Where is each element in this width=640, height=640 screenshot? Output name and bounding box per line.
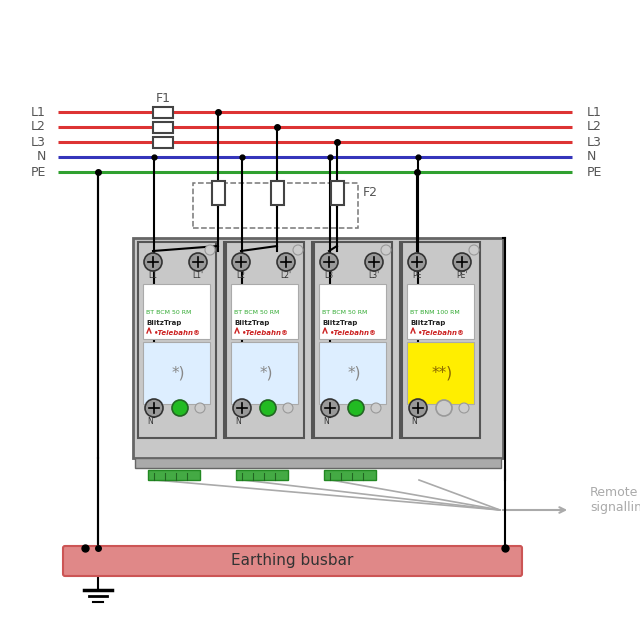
Text: PE: PE — [412, 271, 422, 280]
Circle shape — [459, 403, 469, 413]
Text: F2: F2 — [363, 186, 378, 200]
Text: *): *) — [348, 365, 361, 381]
Circle shape — [371, 403, 381, 413]
Text: BlitzTrap: BlitzTrap — [410, 320, 445, 326]
Text: L3: L3 — [324, 271, 333, 280]
Circle shape — [144, 253, 162, 271]
Circle shape — [283, 403, 293, 413]
Circle shape — [233, 399, 251, 417]
Circle shape — [409, 399, 427, 417]
FancyBboxPatch shape — [143, 284, 210, 339]
Circle shape — [436, 400, 452, 416]
Circle shape — [381, 245, 391, 255]
Text: Earthing busbar: Earthing busbar — [231, 554, 354, 568]
Text: N: N — [587, 150, 596, 163]
Circle shape — [408, 253, 426, 271]
Circle shape — [195, 403, 205, 413]
FancyBboxPatch shape — [271, 181, 284, 205]
Text: N: N — [235, 417, 241, 426]
Text: PE: PE — [31, 166, 46, 179]
FancyBboxPatch shape — [211, 181, 225, 205]
FancyBboxPatch shape — [402, 242, 480, 438]
Text: *): *) — [172, 365, 185, 381]
Text: L1: L1 — [31, 106, 46, 118]
Text: L2: L2 — [31, 120, 46, 134]
FancyBboxPatch shape — [153, 136, 173, 147]
Circle shape — [232, 253, 250, 271]
Text: Remote
signalling: Remote signalling — [590, 486, 640, 514]
Text: L1': L1' — [193, 271, 204, 280]
FancyBboxPatch shape — [133, 238, 503, 458]
FancyBboxPatch shape — [231, 284, 298, 339]
Text: L3': L3' — [369, 271, 380, 280]
Circle shape — [293, 245, 303, 255]
Text: N: N — [147, 417, 153, 426]
FancyBboxPatch shape — [319, 342, 386, 404]
Text: L2: L2 — [237, 271, 246, 280]
Text: **): **) — [431, 365, 452, 381]
FancyBboxPatch shape — [319, 284, 386, 339]
FancyBboxPatch shape — [330, 181, 344, 205]
Text: N: N — [411, 417, 417, 426]
Circle shape — [453, 253, 471, 271]
Text: L3: L3 — [587, 136, 602, 148]
FancyBboxPatch shape — [153, 122, 173, 132]
FancyBboxPatch shape — [324, 470, 376, 480]
Text: BlitzTrap: BlitzTrap — [234, 320, 269, 326]
Text: BlitzTrap: BlitzTrap — [322, 320, 357, 326]
FancyBboxPatch shape — [153, 106, 173, 118]
Text: N: N — [36, 150, 46, 163]
Circle shape — [348, 400, 364, 416]
FancyBboxPatch shape — [407, 284, 474, 339]
Circle shape — [260, 400, 276, 416]
Text: BT BNM 100 RM: BT BNM 100 RM — [410, 310, 460, 314]
Text: PE': PE' — [456, 271, 468, 280]
Circle shape — [172, 400, 188, 416]
Circle shape — [469, 245, 479, 255]
Circle shape — [277, 253, 295, 271]
FancyBboxPatch shape — [148, 470, 200, 480]
Text: BT BCM 50 RM: BT BCM 50 RM — [322, 310, 367, 314]
Text: •Telebahn®: •Telebahn® — [154, 330, 201, 336]
FancyBboxPatch shape — [135, 458, 501, 468]
FancyBboxPatch shape — [138, 242, 216, 438]
Text: PE: PE — [587, 166, 602, 179]
Text: •Telebahn®: •Telebahn® — [418, 330, 465, 336]
FancyBboxPatch shape — [143, 342, 210, 404]
FancyBboxPatch shape — [63, 546, 522, 576]
FancyBboxPatch shape — [226, 242, 304, 438]
Text: •Telebahn®: •Telebahn® — [242, 330, 289, 336]
Text: L1: L1 — [587, 106, 602, 118]
Text: L1: L1 — [148, 271, 157, 280]
Text: N: N — [323, 417, 329, 426]
Text: BlitzTrap: BlitzTrap — [146, 320, 181, 326]
Text: L2: L2 — [587, 120, 602, 134]
Circle shape — [145, 399, 163, 417]
Circle shape — [189, 253, 207, 271]
FancyBboxPatch shape — [231, 342, 298, 404]
Text: *): *) — [259, 365, 273, 381]
Text: L2': L2' — [280, 271, 292, 280]
Text: L3: L3 — [31, 136, 46, 148]
Text: BT BCM 50 RM: BT BCM 50 RM — [234, 310, 280, 314]
Circle shape — [321, 399, 339, 417]
FancyBboxPatch shape — [236, 470, 288, 480]
FancyBboxPatch shape — [314, 242, 392, 438]
Circle shape — [320, 253, 338, 271]
Circle shape — [205, 245, 215, 255]
Text: •Telebahn®: •Telebahn® — [330, 330, 377, 336]
FancyBboxPatch shape — [407, 342, 474, 404]
Circle shape — [365, 253, 383, 271]
Text: F1: F1 — [156, 92, 170, 104]
Text: BT BCM 50 RM: BT BCM 50 RM — [146, 310, 191, 314]
